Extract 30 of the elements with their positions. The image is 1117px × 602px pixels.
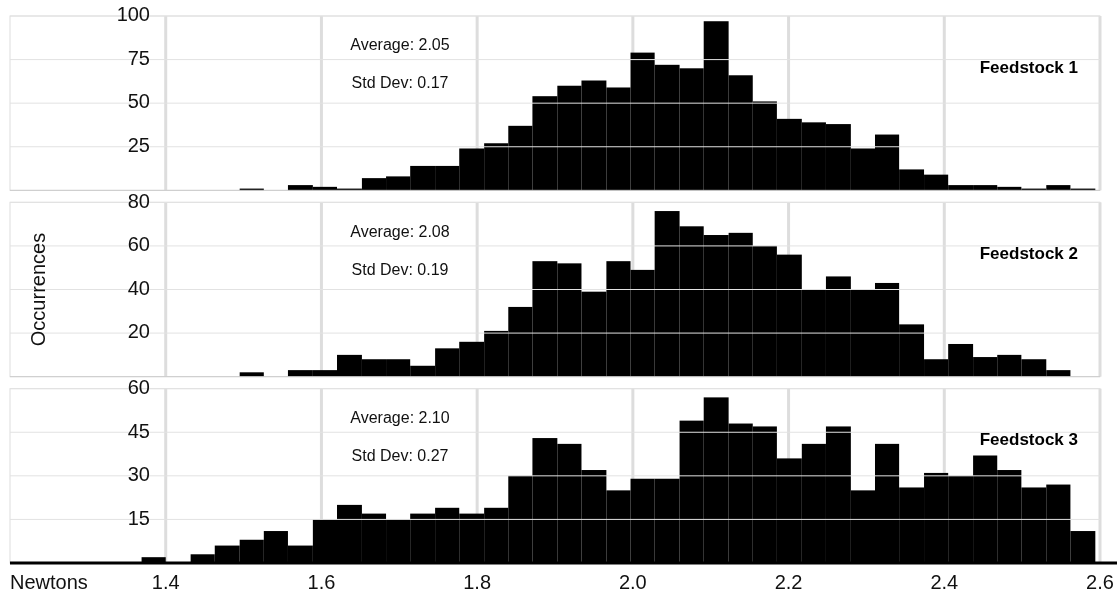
x-tick-label: 1.4 [151,571,180,594]
annotation: Std Dev: 0.19 [351,260,449,278]
y-tick-label: 50 [127,90,150,113]
annotation: Average: 2.05 [350,36,450,54]
x-axis-title: Newtons [10,571,88,594]
text: Feedstock 2 [979,244,1078,264]
annotation: Average: 2.08 [350,222,450,240]
y-tick-label: 20 [127,320,150,343]
y-tick-label: 60 [127,375,150,398]
y-tick-label: 60 [127,233,150,256]
x-tick-label: 2.2 [774,571,803,594]
x-tick-label: 1.8 [463,571,492,594]
y-tick-label: 80 [127,189,150,212]
text: Feedstock 3 [979,430,1078,450]
y-tick-label: 75 [127,46,150,69]
text: Feedstock 1 [979,57,1078,77]
y-tick-label: 100 [116,3,150,26]
annotation: Std Dev: 0.27 [351,446,449,464]
annotation: Std Dev: 0.17 [351,74,449,92]
y-tick-label: 25 [127,134,150,157]
annotation: Average: 2.10 [350,408,450,426]
y-tick-label: 15 [127,506,150,529]
y-tick-label: 45 [127,419,150,442]
y-axis-title: Occurrences [27,232,50,347]
y-tick-label: 30 [127,463,150,486]
x-tick-label: 2.4 [930,571,959,594]
x-tick-label: 2.6 [1086,571,1114,594]
y-tick-label: 40 [127,276,150,299]
x-tick-label: 2.0 [618,571,647,594]
x-tick-label: 1.6 [307,571,336,594]
